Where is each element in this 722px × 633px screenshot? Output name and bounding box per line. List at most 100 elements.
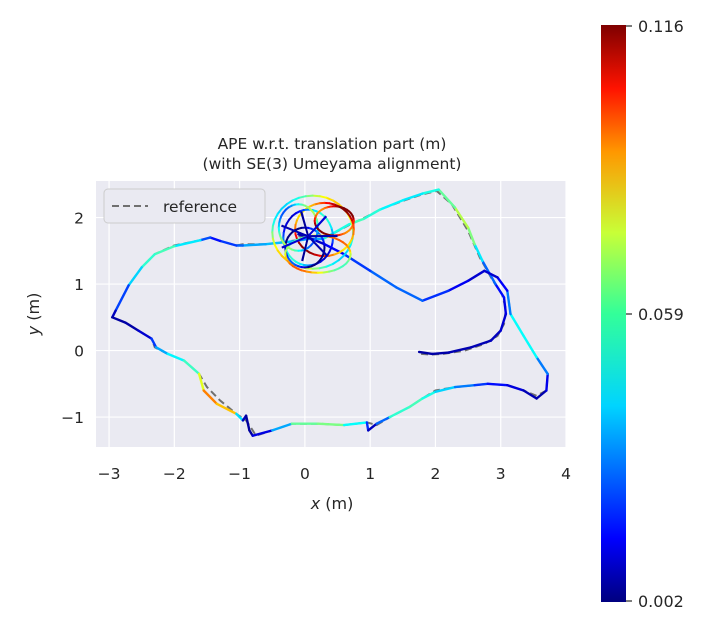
- colorbar-min-label: 0.002: [638, 592, 684, 611]
- trajectory-segment: [395, 286, 424, 302]
- trajectory-segment: [522, 334, 538, 359]
- cluster-segment: [300, 211, 310, 237]
- trajectory-segment: [251, 429, 274, 437]
- trajectory-segment: [506, 289, 512, 316]
- loop-segment: [276, 207, 283, 215]
- x-tick-label: −3: [98, 465, 121, 483]
- trajectory-segment: [127, 266, 143, 287]
- trajectory-segment: [153, 244, 176, 256]
- trajectory-segment: [473, 242, 484, 262]
- trajectory-segment: [421, 289, 450, 302]
- legend-box: [103, 188, 266, 224]
- x-tick-label: 1: [365, 465, 375, 483]
- trajectory-segment: [154, 346, 170, 356]
- trajectory-segment: [453, 206, 470, 229]
- trajectory-segment: [199, 236, 212, 242]
- colorbar-mid-label: 0.059: [638, 305, 684, 324]
- loop-segment: [342, 249, 349, 257]
- colorbar-gradient: [601, 25, 626, 602]
- trajectory-segment: [509, 312, 525, 338]
- colorbar-max-label: 0.116: [638, 17, 684, 36]
- trajectory-segment: [241, 242, 267, 247]
- trajectory-segment: [367, 422, 378, 432]
- trajectory-segment: [421, 188, 440, 195]
- trajectory-segment: [137, 329, 153, 340]
- trajectory-segment: [140, 252, 157, 269]
- trajectory-segment: [208, 236, 222, 243]
- trajectory-segment: [470, 339, 493, 349]
- x-tick-label: 0: [300, 465, 310, 483]
- loop-segment: [280, 203, 288, 210]
- trajectory-segment: [489, 329, 502, 342]
- trajectory-segment: [218, 239, 238, 247]
- loop-segment: [285, 199, 294, 206]
- trajectory-segment: [388, 405, 411, 419]
- loop-segment: [311, 194, 321, 198]
- y-axis-label: y (m): [24, 293, 43, 337]
- loop-segment: [325, 262, 334, 268]
- trajectory-segment: [486, 382, 509, 387]
- grid: [96, 181, 567, 447]
- trajectory-segment: [114, 284, 130, 312]
- x-axis-label: x (m): [310, 494, 354, 513]
- trajectory-segment: [496, 276, 509, 292]
- trajectory-segment: [494, 282, 506, 299]
- loop-segment: [318, 195, 328, 199]
- trajectory-segment: [215, 402, 238, 415]
- loop-segment: [325, 196, 334, 202]
- trajectory-segment: [271, 422, 293, 432]
- trajectory-segment: [447, 279, 470, 292]
- trajectory-segment: [369, 269, 398, 289]
- trajectory-segment: [506, 384, 525, 392]
- trajectory-segment: [466, 269, 486, 282]
- trajectory-segment: [316, 422, 346, 427]
- loop-segment: [332, 259, 340, 265]
- trajectory-segment: [342, 252, 372, 272]
- trajectory-segment: [202, 389, 219, 405]
- loop-segment: [349, 253, 352, 259]
- colorbar: 0.116 0.059 0.002: [601, 17, 684, 611]
- trajectory-segment: [401, 192, 424, 202]
- trajectory-segment: [378, 199, 404, 211]
- x-tick-label: −2: [163, 465, 186, 483]
- trajectory-segment: [235, 412, 245, 422]
- trajectory-segment: [431, 351, 450, 356]
- x-tick-labels: −3 −2 −1 0 1 2 3 4: [98, 465, 571, 483]
- loop-segment: [332, 199, 340, 206]
- trajectory-segment: [447, 346, 473, 354]
- x-tick-label: 4: [561, 465, 571, 483]
- trajectory-segment: [434, 385, 457, 393]
- trajectory-segment: [522, 389, 538, 400]
- trajectory-segment: [375, 415, 391, 425]
- trajectory-segment: [342, 421, 369, 427]
- trajectory-segment: [502, 296, 508, 316]
- cluster-segment: [307, 235, 328, 257]
- x-tick-label: 2: [431, 465, 441, 483]
- y-tick-label: 0: [74, 343, 84, 361]
- trajectory-segment: [417, 350, 434, 356]
- legend-reference-label: reference: [163, 198, 237, 216]
- trajectory-segment: [362, 208, 382, 221]
- loop-segment: [273, 212, 279, 221]
- cluster-segment: [307, 215, 327, 237]
- loop-segment: [271, 237, 276, 246]
- trajectory-segment: [545, 372, 549, 392]
- loop-segment: [304, 194, 314, 198]
- x-tick-label: −1: [228, 465, 251, 483]
- y-tick-label: 1: [74, 276, 84, 294]
- trajectory-segment: [408, 397, 424, 409]
- x-tick-label: 3: [496, 465, 506, 483]
- cluster-segment: [301, 235, 310, 262]
- y-tick-label: −1: [61, 409, 84, 427]
- loop-segment: [271, 224, 274, 234]
- loop-segment: [304, 267, 314, 270]
- trajectory-segment: [421, 390, 437, 400]
- cluster-segment: [281, 224, 309, 238]
- trajectory-segment: [197, 372, 205, 392]
- trajectory-segment: [150, 337, 158, 349]
- y-axis-label-unit: (m): [24, 293, 43, 326]
- cluster-segment: [281, 235, 309, 249]
- trajectory-segment: [473, 382, 489, 387]
- y-tick-labels: −1 0 1 2: [61, 210, 84, 428]
